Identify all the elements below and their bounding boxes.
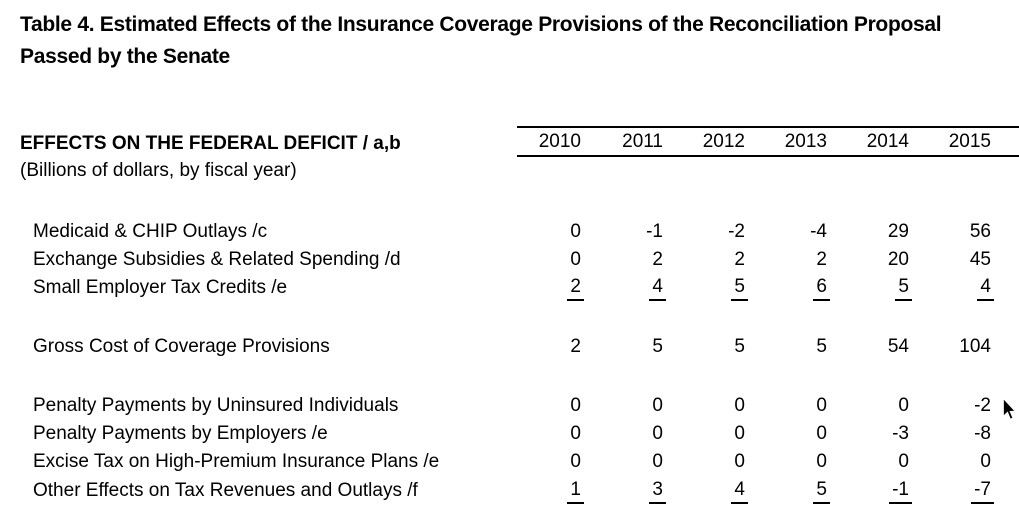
table-row: Penalty Payments by Employers /e 0 0 0 0… [0,420,1019,448]
value-cell: -2 [974,395,991,416]
underlined-value: 4 [731,479,748,504]
table-row: Small Employer Tax Credits /e 2 4 5 6 5 … [0,274,1019,302]
row-label: Gross Cost of Coverage Provisions [33,336,330,357]
value-cell: -2 [728,221,745,242]
value-cell: 56 [969,221,991,242]
row-label: Medicaid & CHIP Outlays /c [33,221,268,242]
value-cell: 4 [599,276,681,301]
year-cell: 2013 [784,130,827,152]
value-cell: 29 [887,221,909,242]
value-cell: 5 [734,336,745,357]
value-cell: 0 [570,451,581,472]
section-header: EFFECTS ON THE FEDERAL DEFICIT / a,b [20,133,401,154]
value-cell: -7 [927,479,1009,504]
value-cell: 2 [517,276,599,301]
value-cell: 0 [816,423,827,444]
year-cell: 2015 [948,130,991,152]
value-cell: -4 [810,221,827,242]
value-cell: 0 [570,221,581,242]
value-cell: -8 [974,423,991,444]
value-cell: 2 [652,249,663,270]
table-row: Gross Cost of Coverage Provisions 2 5 5 … [0,333,1019,361]
value-cell: 45 [969,249,991,270]
table-row: Penalty Payments by Uninsured Individual… [0,392,1019,420]
underlined-value: 1 [567,479,584,504]
year-header-row: 2010 2011 2012 2013 2014 2015 [517,126,1019,157]
value-cell: 5 [681,276,763,301]
value-cell: 0 [898,395,909,416]
value-cell: 5 [763,479,845,504]
value-cell: -1 [646,221,663,242]
table-row: Excise Tax on High-Premium Insurance Pla… [0,448,1019,476]
year-cell: 2014 [866,130,909,152]
value-cell: 0 [570,249,581,270]
value-cell: 20 [887,249,909,270]
underlined-value: -7 [971,479,994,504]
value-cell: 4 [927,276,1009,301]
section-subheader: (Billions of dollars, by fiscal year) [20,160,297,181]
value-cell: 0 [816,395,827,416]
value-cell: 104 [959,336,991,357]
underlined-value: -1 [889,479,912,504]
table-row: Exchange Subsidies & Related Spending /d… [0,246,1019,274]
value-cell: 4 [681,479,763,504]
value-cell: 2 [570,336,581,357]
value-cell: 5 [652,336,663,357]
year-cell: 2010 [538,130,581,152]
value-cell: 0 [734,395,745,416]
underlined-value: 4 [649,276,666,301]
value-cell: 1 [517,479,599,504]
value-cell: -1 [845,479,927,504]
value-cell: 5 [845,276,927,301]
value-cell: 0 [816,451,827,472]
value-cell: 0 [570,395,581,416]
value-cell: 0 [734,451,745,472]
underlined-value: 4 [977,276,994,301]
row-label: Small Employer Tax Credits /e [33,277,288,298]
value-cell: 0 [652,395,663,416]
row-label: Excise Tax on High-Premium Insurance Pla… [33,451,440,472]
underlined-value: 2 [567,276,584,301]
value-cell: 54 [887,336,909,357]
value-cell: 0 [652,451,663,472]
value-cell: 0 [898,451,909,472]
row-label: Other Effects on Tax Revenues and Outlay… [33,480,418,501]
value-cell: 0 [652,423,663,444]
value-cell: 0 [980,451,991,472]
underlined-value: 6 [813,276,830,301]
underlined-value: 5 [895,276,912,301]
table-row: Medicaid & CHIP Outlays /c 0 -1 -2 -4 29… [0,218,1019,246]
row-label: Penalty Payments by Employers /e [33,423,328,444]
underlined-value: 3 [649,479,666,504]
value-cell: 0 [734,423,745,444]
mouse-cursor-icon [1002,396,1018,427]
table-row: Other Effects on Tax Revenues and Outlay… [0,477,1019,505]
value-cell: 0 [570,423,581,444]
value-cell: 5 [816,336,827,357]
value-cell: 2 [734,249,745,270]
year-cell: 2012 [702,130,745,152]
value-cell: -3 [892,423,909,444]
table-title-line1: Table 4. Estimated Effects of the Insura… [20,13,942,36]
value-cell: 3 [599,479,681,504]
table-title-line2: Passed by the Senate [20,45,230,68]
value-cell: 6 [763,276,845,301]
row-label: Exchange Subsidies & Related Spending /d [33,249,401,270]
underlined-value: 5 [731,276,748,301]
row-label: Penalty Payments by Uninsured Individual… [33,395,399,416]
underlined-value: 5 [813,479,830,504]
year-cell: 2011 [622,130,663,152]
value-cell: 2 [816,249,827,270]
